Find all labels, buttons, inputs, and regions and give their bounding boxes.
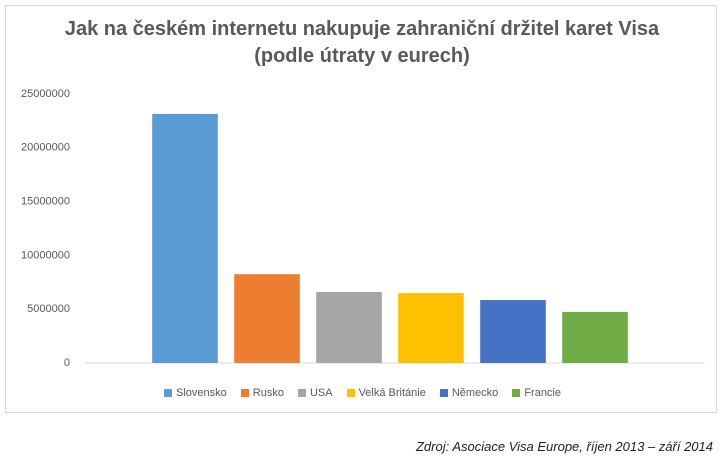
bar [152, 113, 218, 363]
legend-label: Rusko [252, 387, 284, 399]
legend-swatch [346, 389, 355, 397]
legend-label: USA [309, 387, 333, 399]
legend-item: Velká Británie [346, 387, 426, 399]
legend-swatch [512, 389, 521, 397]
legend-item: Rusko [240, 387, 284, 399]
legend-label: Německo [451, 387, 499, 399]
y-tick-label: 5000000 [27, 303, 70, 315]
legend-swatch [164, 389, 172, 397]
legend-label: Slovensko [176, 387, 227, 399]
legend-item: USA [297, 387, 333, 399]
legend-item: Slovensko [164, 387, 227, 399]
y-tick-label: 15000000 [21, 196, 70, 208]
legend-swatch [240, 389, 249, 397]
bar [562, 311, 628, 363]
bar [480, 300, 546, 363]
chart-title: Jak na českém internetu nakupuje zahrani… [64, 18, 660, 67]
legend-label: Francie [524, 387, 561, 399]
y-tick-label: 25000000 [21, 88, 70, 100]
y-tick-label: 20000000 [21, 142, 70, 154]
bar [398, 293, 464, 363]
legend-item: Německo [439, 387, 499, 399]
legend-swatch [439, 389, 448, 397]
y-tick-label: 0 [64, 357, 70, 369]
bar [234, 274, 300, 363]
y-tick-label: 10000000 [21, 249, 70, 261]
legend-label: Velká Británie [358, 387, 426, 399]
source-note: Zdroj: Asociace Visa Europe, říjen 2013 … [415, 439, 713, 454]
bar [316, 291, 382, 363]
legend: Slovensko Rusko USA Velká Británie Německo Fr… [0, 387, 725, 399]
legend-item: Francie [512, 387, 561, 399]
chart-frame [5, 5, 717, 413]
legend-swatch [297, 389, 306, 397]
